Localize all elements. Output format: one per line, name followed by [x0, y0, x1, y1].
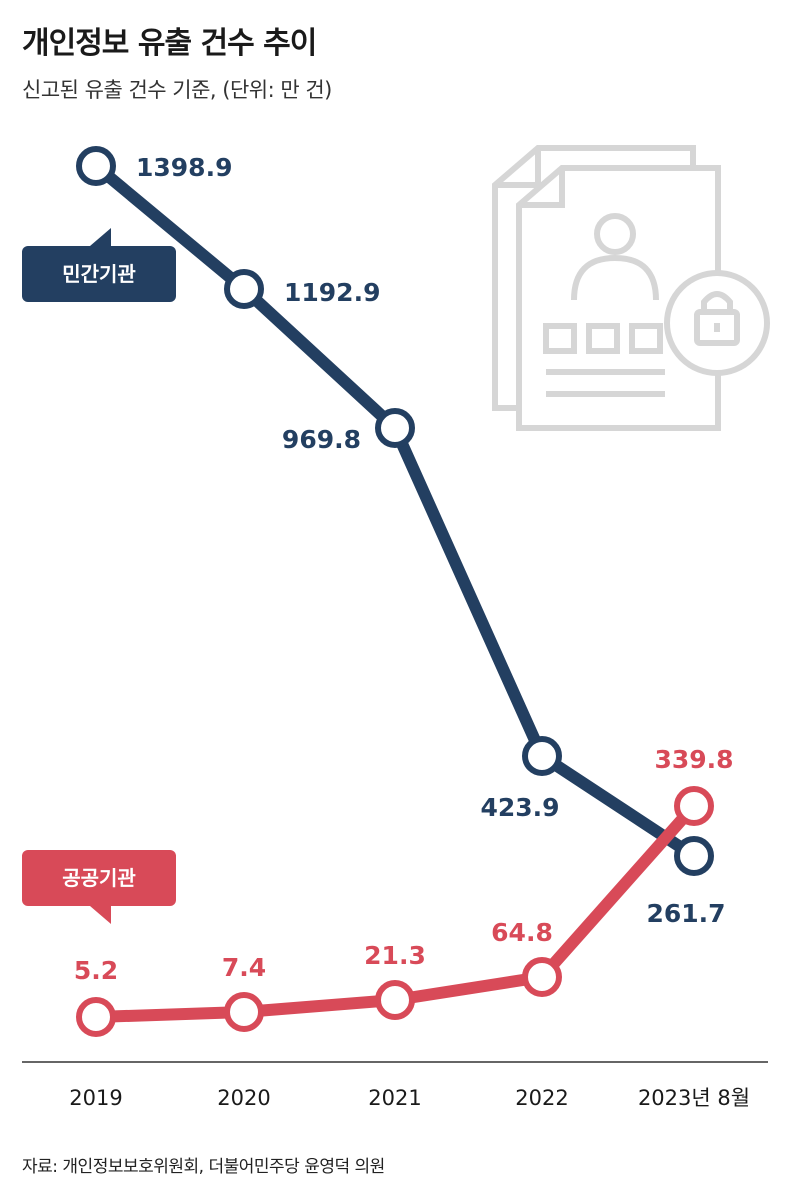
data-point: [76, 997, 116, 1037]
source-note: 자료: 개인정보보호위원회, 더불어민주당 윤영덕 의원: [22, 1157, 385, 1177]
data-point: [674, 786, 714, 826]
data-label: 339.8: [654, 745, 733, 774]
data-label: 261.7: [646, 899, 725, 928]
x-tick-label: 2023년 8월: [638, 1086, 750, 1110]
document-lock-icon: [492, 145, 770, 431]
data-point: [375, 980, 415, 1020]
data-point: [375, 408, 415, 448]
chart-subtitle: 신고된 유출 건수 기준, (단위: 만 건): [22, 78, 332, 102]
data-point: [522, 957, 562, 997]
legend-private-label: 민간기관: [62, 262, 136, 286]
x-tick-label: 2022: [515, 1086, 568, 1110]
data-label: 5.2: [74, 956, 118, 985]
series-public-labels: 5.2 7.4 21.3 64.8 339.8: [74, 745, 734, 985]
data-label: 1398.9: [136, 153, 232, 182]
data-point: [76, 146, 116, 186]
data-point: [224, 269, 264, 309]
legend-public-tag: 공공기관: [22, 850, 176, 924]
data-point: [224, 992, 264, 1032]
x-tick-label: 2021: [368, 1086, 421, 1110]
data-label: 423.9: [480, 793, 559, 822]
x-tick-label: 2020: [217, 1086, 270, 1110]
series-public-points: [76, 786, 714, 1037]
x-tick-label: 2019: [69, 1086, 122, 1110]
series-private-labels: 1398.9 1192.9 969.8 423.9 261.7: [136, 153, 726, 928]
chart-title: 개인정보 유출 건수 추이: [22, 26, 317, 61]
data-label: 21.3: [364, 941, 426, 970]
data-point: [522, 736, 562, 776]
legend-private-tag: 민간기관: [22, 228, 176, 302]
series-private-points: [76, 146, 714, 876]
legend-public-label: 공공기관: [62, 866, 136, 890]
data-label: 64.8: [491, 918, 553, 947]
data-label: 7.4: [222, 953, 266, 982]
x-axis-ticks: 2019 2020 2021 2022 2023년 8월: [69, 1086, 750, 1110]
data-label: 969.8: [282, 425, 361, 454]
data-label: 1192.9: [284, 278, 380, 307]
data-point: [674, 836, 714, 876]
